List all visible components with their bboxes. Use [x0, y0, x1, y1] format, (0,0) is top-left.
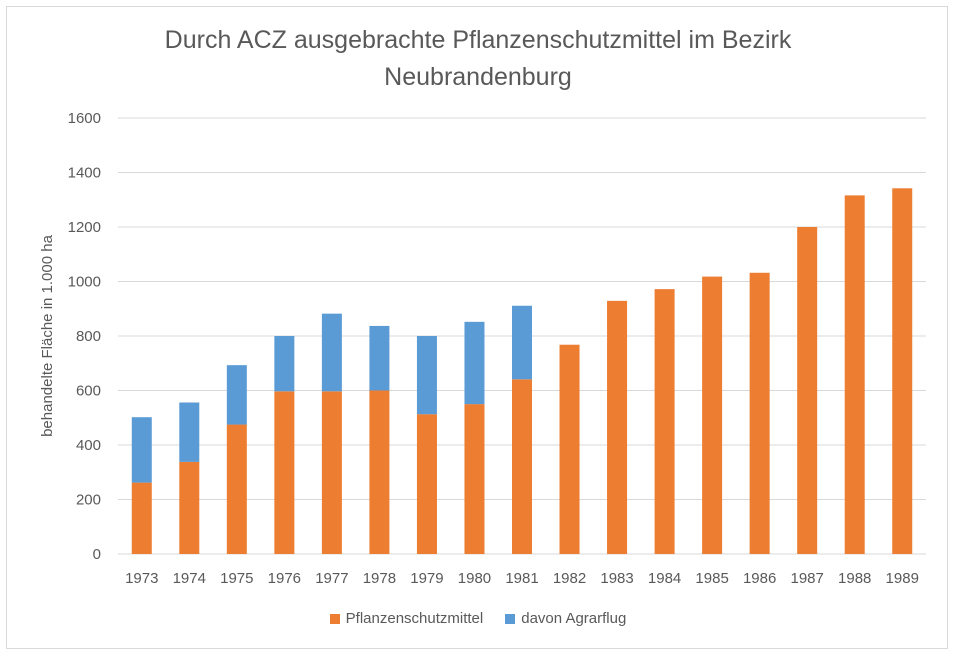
x-tick-label: 1987 — [790, 570, 823, 587]
x-tick-label: 1984 — [648, 570, 681, 587]
bar-pflanzenschutzmittel — [892, 188, 913, 554]
bar-pflanzenschutzmittel — [559, 344, 580, 554]
x-tick-label: 1975 — [220, 570, 253, 587]
bar-agrarflug — [464, 321, 485, 405]
legend-swatch-pflanzenschutzmittel — [329, 613, 340, 624]
bar-pflanzenschutzmittel — [179, 461, 200, 554]
y-tick-label: 1000 — [68, 274, 101, 291]
bar-pflanzenschutzmittel — [416, 414, 437, 554]
bar-pflanzenschutzmittel — [369, 390, 390, 554]
x-tick-label: 1977 — [315, 570, 348, 587]
bar-pflanzenschutzmittel — [654, 289, 675, 554]
bar-agrarflug — [131, 417, 152, 483]
bar-pflanzenschutzmittel — [512, 379, 532, 554]
legend-label-agrarflug: davon Agrarflug — [521, 610, 627, 627]
bar-pflanzenschutzmittel — [797, 227, 818, 554]
bar-pflanzenschutzmittel — [844, 195, 865, 554]
bar-agrarflug — [369, 325, 390, 391]
y-tick-label: 600 — [76, 383, 101, 400]
bar-agrarflug — [321, 313, 342, 392]
y-tick-label: 200 — [76, 492, 101, 509]
legend-item-pflanzenschutzmittel: Pflanzenschutzmittel — [329, 610, 484, 627]
y-axis-title: behandelte Fläche in 1.000 ha — [39, 234, 56, 436]
y-tick-label: 0 — [93, 546, 101, 563]
x-tick-label: 1976 — [268, 570, 301, 587]
bar-pflanzenschutzmittel — [464, 404, 485, 554]
x-tick-label: 1983 — [600, 570, 633, 587]
bar-agrarflug — [274, 336, 295, 392]
x-tick-label: 1989 — [886, 570, 919, 587]
chart-title-line2: Neubrandenburg — [384, 63, 572, 91]
bar-pflanzenschutzmittel — [607, 300, 628, 554]
y-tick-label: 1400 — [68, 165, 101, 182]
x-tick-label: 1986 — [743, 570, 776, 587]
legend: Pflanzenschutzmittel davon Agrarflug — [0, 610, 956, 627]
bar-pflanzenschutzmittel — [749, 272, 770, 554]
bar-pflanzenschutzmittel — [131, 482, 152, 554]
x-tick-label: 1988 — [838, 570, 871, 587]
x-tick-label: 1979 — [410, 570, 443, 587]
y-tick-label: 1600 — [68, 110, 101, 127]
legend-label-pflanzenschutzmittel: Pflanzenschutzmittel — [345, 610, 484, 627]
bar-pflanzenschutzmittel — [274, 391, 295, 554]
x-tick-label: 1974 — [173, 570, 206, 587]
legend-item-agrarflug: davon Agrarflug — [505, 610, 626, 627]
legend-swatch-agrarflug — [505, 613, 516, 624]
bar-agrarflug — [512, 305, 532, 380]
bar-agrarflug — [226, 365, 247, 425]
bar-pflanzenschutzmittel — [321, 391, 342, 554]
x-tick-label: 1980 — [458, 570, 491, 587]
bar-pflanzenschutzmittel — [702, 276, 723, 554]
bar-agrarflug — [416, 336, 437, 415]
y-tick-label: 400 — [76, 437, 101, 454]
bar-pflanzenschutzmittel — [226, 424, 247, 554]
x-tick-label: 1982 — [553, 570, 586, 587]
y-tick-label: 800 — [76, 328, 101, 345]
bar-agrarflug — [179, 402, 200, 462]
chart-title: Durch ACZ ausgebrachte Pflanzenschutzmit… — [0, 22, 956, 96]
x-tick-label: 1978 — [363, 570, 396, 587]
x-tick-label: 1981 — [505, 570, 538, 587]
y-tick-label: 1200 — [68, 219, 101, 236]
x-tick-label: 1973 — [125, 570, 158, 587]
x-tick-label: 1985 — [695, 570, 728, 587]
chart-title-line1: Durch ACZ ausgebrachte Pflanzenschutzmit… — [164, 26, 792, 54]
